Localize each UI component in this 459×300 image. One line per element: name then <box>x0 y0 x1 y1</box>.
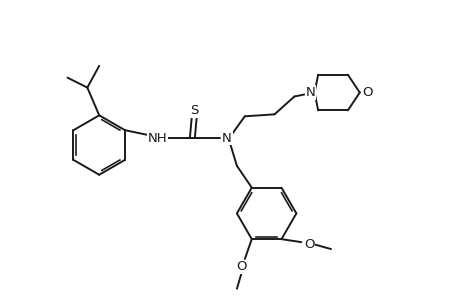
Text: N: N <box>222 132 231 145</box>
Text: N: N <box>305 86 314 99</box>
Text: O: O <box>236 260 246 273</box>
Text: O: O <box>303 238 314 250</box>
Text: O: O <box>362 86 372 99</box>
Text: S: S <box>190 104 198 117</box>
Text: NH: NH <box>147 132 167 145</box>
